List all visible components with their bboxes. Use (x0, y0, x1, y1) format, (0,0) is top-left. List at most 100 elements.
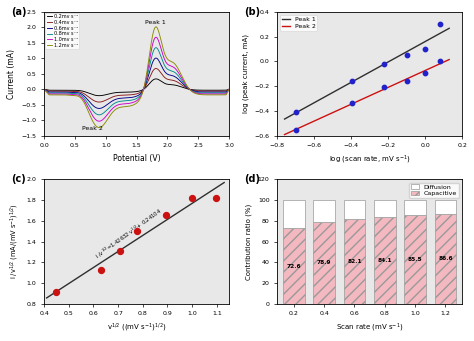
Text: (b): (b) (244, 7, 260, 17)
0.2mv s⁻¹ (221, 88, 227, 92)
1.0mv s⁻¹ (187, 88, 193, 92)
Point (292, 109, 300, 115)
1.0mv s⁻¹ (131, 100, 137, 104)
0.2mv s⁻¹ (153, 77, 159, 81)
Point (348, 78, 356, 83)
0.4mv s⁻¹ (131, 92, 137, 97)
Point (436, 59, 444, 64)
Point (436, 21, 444, 27)
Bar (313, 222, 335, 303)
0.8mv s⁻¹ (51, 91, 56, 95)
1.2mv s⁻¹ (221, 93, 227, 97)
Point (212, 195, 219, 201)
X-axis label: log (scan rate, mV s$^{-1}$): log (scan rate, mV s$^{-1}$) (328, 154, 410, 166)
Bar (435, 200, 456, 214)
Point (421, 47, 429, 52)
Point (348, 101, 356, 106)
1.2mv s⁻¹ (221, 93, 227, 97)
Legend: Diffusion, Capacitive: Diffusion, Capacitive (410, 182, 459, 198)
0.6mv s⁻¹ (221, 90, 227, 94)
0.6mv s⁻¹ (221, 90, 227, 94)
Text: 82.1: 82.1 (347, 258, 362, 264)
Point (380, 62, 388, 67)
0.6mv s⁻¹ (127, 96, 132, 100)
Bar (344, 200, 365, 219)
Bar (404, 215, 426, 303)
1.0mv s⁻¹ (96, 119, 102, 123)
Y-axis label: i /v$^{1/2}$ (mA/(mV s$^{-1}$)$^{1/2}$): i /v$^{1/2}$ (mA/(mV s$^{-1}$)$^{1/2}$) (9, 204, 21, 280)
0.2mv s⁻¹ (41, 87, 47, 91)
1.2mv s⁻¹ (187, 88, 193, 92)
Bar (313, 200, 335, 222)
0.6mv s⁻¹ (131, 95, 137, 99)
Line: 1.0mv s⁻¹: 1.0mv s⁻¹ (44, 37, 229, 121)
Text: 78.9: 78.9 (317, 260, 331, 265)
0.2mv s⁻¹ (226, 87, 232, 91)
Point (133, 228, 140, 234)
Text: Peak 2: Peak 2 (82, 125, 103, 131)
0.6mv s⁻¹ (153, 56, 159, 60)
1.2mv s⁻¹ (131, 103, 137, 107)
Text: 85.5: 85.5 (408, 257, 422, 262)
1.2mv s⁻¹ (51, 93, 56, 97)
1.0mv s⁻¹ (226, 87, 232, 91)
0.8mv s⁻¹ (221, 91, 227, 95)
Bar (283, 228, 305, 303)
0.6mv s⁻¹ (226, 87, 232, 91)
Text: (a): (a) (11, 7, 27, 17)
0.8mv s⁻¹ (226, 87, 232, 91)
Point (403, 53, 411, 58)
Line: 1.2mv s⁻¹: 1.2mv s⁻¹ (44, 27, 229, 128)
Bar (404, 200, 426, 215)
Text: 84.1: 84.1 (377, 257, 392, 263)
Point (380, 85, 388, 90)
Line: 0.6mv s⁻¹: 0.6mv s⁻¹ (44, 58, 229, 108)
1.0mv s⁻¹ (153, 35, 159, 39)
1.0mv s⁻¹ (221, 92, 227, 96)
0.6mv s⁻¹ (187, 87, 193, 91)
0.2mv s⁻¹ (127, 90, 132, 94)
0.6mv s⁻¹ (51, 90, 56, 94)
Line: 0.8mv s⁻¹: 0.8mv s⁻¹ (44, 48, 229, 115)
X-axis label: Scan rate (mV s$^{-1}$): Scan rate (mV s$^{-1}$) (336, 322, 403, 334)
1.0mv s⁻¹ (41, 87, 47, 91)
Point (116, 249, 124, 254)
0.8mv s⁻¹ (96, 113, 102, 117)
X-axis label: v$^{1/2}$ ((mV s$^{-1}$)$^{1/2}$): v$^{1/2}$ ((mV s$^{-1}$)$^{1/2}$) (107, 322, 166, 334)
0.4mv s⁻¹ (127, 93, 132, 97)
Bar (374, 217, 396, 303)
1.2mv s⁻¹ (153, 25, 159, 29)
Y-axis label: Contribution ratio (%): Contribution ratio (%) (246, 203, 252, 280)
Text: 72.6: 72.6 (287, 264, 301, 268)
Point (403, 78, 411, 83)
Point (292, 127, 300, 133)
Text: Peak 1: Peak 1 (145, 20, 165, 25)
0.2mv s⁻¹ (96, 94, 102, 98)
0.2mv s⁻¹ (221, 88, 227, 92)
0.2mv s⁻¹ (51, 88, 56, 92)
Legend: Peak 1, Peak 2: Peak 1, Peak 2 (280, 15, 318, 31)
0.6mv s⁻¹ (41, 87, 47, 91)
Line: 0.4mv s⁻¹: 0.4mv s⁻¹ (44, 69, 229, 102)
Text: 86.6: 86.6 (438, 256, 453, 261)
Bar (435, 214, 456, 303)
1.2mv s⁻¹ (41, 87, 47, 91)
1.2mv s⁻¹ (96, 125, 102, 130)
Y-axis label: log (peak current, mA): log (peak current, mA) (242, 34, 249, 113)
1.2mv s⁻¹ (226, 87, 232, 91)
Text: (d): (d) (244, 175, 260, 184)
0.8mv s⁻¹ (131, 98, 137, 102)
0.6mv s⁻¹ (96, 106, 102, 110)
Point (421, 71, 429, 76)
0.8mv s⁻¹ (153, 46, 159, 50)
1.0mv s⁻¹ (51, 92, 56, 96)
0.8mv s⁻¹ (127, 99, 132, 103)
1.2mv s⁻¹ (127, 104, 132, 108)
0.2mv s⁻¹ (187, 87, 193, 91)
0.8mv s⁻¹ (221, 91, 227, 95)
1.0mv s⁻¹ (127, 101, 132, 105)
0.8mv s⁻¹ (187, 88, 193, 92)
X-axis label: Potential (V): Potential (V) (113, 154, 160, 163)
Line: 0.2mv s⁻¹: 0.2mv s⁻¹ (44, 79, 229, 96)
Text: i /v$^{1/2}$=1.42632 v$^{1/2}$+ 0.24104: i /v$^{1/2}$=1.42632 v$^{1/2}$+ 0.24104 (93, 206, 164, 261)
